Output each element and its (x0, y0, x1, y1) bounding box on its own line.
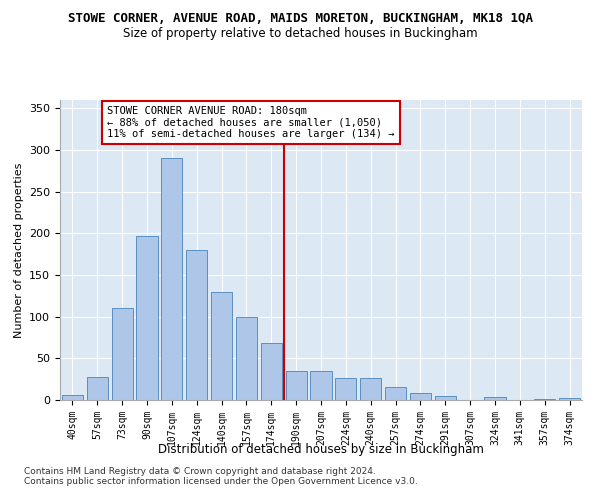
Bar (385, 386, 406, 400)
Bar (286, 371, 307, 400)
Bar (236, 316, 257, 400)
Text: Contains HM Land Registry data © Crown copyright and database right 2024.: Contains HM Land Registry data © Crown c… (24, 468, 376, 476)
Bar (161, 158, 182, 400)
Text: STOWE CORNER AVENUE ROAD: 180sqm
← 88% of detached houses are smaller (1,050)
11: STOWE CORNER AVENUE ROAD: 180sqm ← 88% o… (107, 106, 395, 139)
Text: Distribution of detached houses by size in Buckingham: Distribution of detached houses by size … (158, 442, 484, 456)
Bar (87, 376, 108, 400)
Text: Contains public sector information licensed under the Open Government Licence v3: Contains public sector information licen… (24, 478, 418, 486)
Bar (410, 394, 431, 400)
Bar (186, 250, 207, 400)
Bar (534, 399, 555, 400)
Bar (360, 378, 381, 400)
Bar (211, 292, 232, 400)
Y-axis label: Number of detached properties: Number of detached properties (14, 162, 23, 338)
Bar (112, 308, 133, 400)
Bar (310, 371, 332, 400)
Bar (261, 344, 282, 400)
Text: STOWE CORNER, AVENUE ROAD, MAIDS MORETON, BUCKINGHAM, MK18 1QA: STOWE CORNER, AVENUE ROAD, MAIDS MORETON… (67, 12, 533, 26)
Text: Size of property relative to detached houses in Buckingham: Size of property relative to detached ho… (122, 28, 478, 40)
Bar (435, 396, 456, 400)
Bar (62, 395, 83, 400)
Bar (559, 398, 580, 400)
Bar (484, 396, 506, 400)
Bar (335, 378, 356, 400)
Bar (136, 236, 158, 400)
